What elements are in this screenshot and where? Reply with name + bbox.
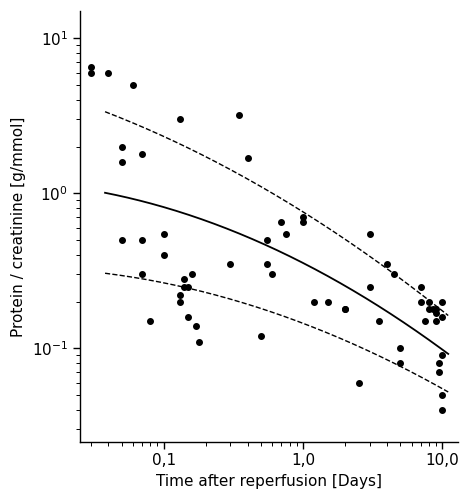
X-axis label: Time after reperfusion [Days]: Time after reperfusion [Days] — [156, 474, 382, 489]
Point — [87, 69, 95, 77]
Point — [105, 69, 112, 77]
Point — [299, 214, 307, 222]
Point — [236, 111, 243, 119]
Point — [390, 270, 398, 278]
Point — [278, 218, 285, 226]
Point — [180, 275, 188, 283]
Point — [397, 344, 404, 352]
Point — [244, 154, 252, 162]
Point — [439, 352, 446, 360]
Point — [176, 116, 183, 124]
Point — [425, 298, 433, 306]
Point — [263, 236, 271, 244]
Point — [180, 282, 188, 290]
Point — [366, 282, 374, 290]
Point — [263, 260, 271, 268]
Y-axis label: Protein / creatinine [g/mmol]: Protein / creatinine [g/mmol] — [11, 116, 26, 336]
Point — [192, 322, 200, 330]
Point — [185, 312, 192, 320]
Point — [188, 270, 196, 278]
Point — [366, 230, 374, 237]
Point — [118, 236, 125, 244]
Point — [268, 270, 276, 278]
Point — [341, 304, 349, 312]
Point — [436, 360, 443, 368]
Point — [355, 378, 362, 386]
Point — [129, 81, 137, 89]
Point — [425, 304, 433, 312]
Point — [432, 317, 440, 325]
Point — [397, 360, 404, 368]
Point — [439, 312, 446, 320]
Point — [421, 317, 429, 325]
Point — [160, 251, 167, 259]
Point — [436, 368, 443, 376]
Point — [138, 150, 146, 158]
Point — [227, 260, 234, 268]
Point — [87, 64, 95, 72]
Point — [439, 406, 446, 414]
Point — [417, 298, 425, 306]
Point — [118, 142, 125, 150]
Point — [138, 270, 146, 278]
Point — [176, 298, 183, 306]
Point — [432, 308, 440, 316]
Point — [146, 317, 154, 325]
Point — [195, 338, 203, 346]
Point — [299, 218, 307, 226]
Point — [160, 230, 167, 237]
Point — [176, 291, 183, 299]
Point — [429, 304, 436, 312]
Point — [417, 282, 425, 290]
Point — [439, 298, 446, 306]
Point — [324, 298, 332, 306]
Point — [257, 332, 265, 340]
Point — [310, 298, 318, 306]
Point — [138, 236, 146, 244]
Point — [282, 230, 289, 237]
Point — [375, 317, 382, 325]
Point — [432, 304, 440, 312]
Point — [185, 282, 192, 290]
Point — [118, 158, 125, 166]
Point — [341, 304, 349, 312]
Point — [439, 391, 446, 399]
Point — [383, 260, 391, 268]
